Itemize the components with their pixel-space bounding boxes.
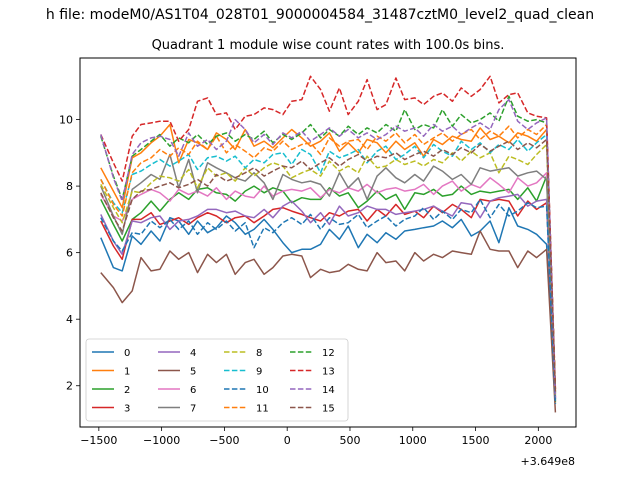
legend-box <box>85 338 349 422</box>
series-line-9 <box>100 133 557 395</box>
y-tick-label: 2 <box>66 380 73 393</box>
legend-label-9: 9 <box>256 367 262 378</box>
y-tick-label: 4 <box>66 313 73 326</box>
series-line-11 <box>100 123 557 391</box>
legend-label-3: 3 <box>124 404 130 415</box>
x-tick-label: 2000 <box>524 434 552 447</box>
legend-label-15: 15 <box>322 404 335 415</box>
chart-title: Quadrant 1 module wise count rates with … <box>152 38 505 53</box>
y-tick-label: 10 <box>59 114 73 127</box>
legend-label-5: 5 <box>190 367 196 378</box>
series-line-12 <box>100 95 557 391</box>
legend-label-14: 14 <box>322 385 335 396</box>
x-axis-offset-label: +3.649e8 <box>521 455 575 468</box>
x-tick-label: −1500 <box>80 434 117 447</box>
series-line-1 <box>100 123 557 393</box>
series-line-4 <box>100 193 557 396</box>
series-line-10 <box>100 198 557 405</box>
series-line-13 <box>100 75 557 390</box>
legend-label-1: 1 <box>124 367 130 378</box>
y-tick-label: 8 <box>66 180 73 193</box>
plot-area-frame <box>79 57 577 428</box>
series-line-2 <box>100 175 557 403</box>
x-tick-label: 1000 <box>399 434 427 447</box>
x-tick-label: 0 <box>284 434 291 447</box>
series-layer <box>100 75 557 413</box>
series-line-8 <box>100 143 557 395</box>
legend-label-13: 13 <box>322 367 335 378</box>
series-line-6 <box>100 172 557 400</box>
series-line-15 <box>100 138 557 393</box>
legend-label-8: 8 <box>256 348 262 359</box>
x-tick-label: −1000 <box>143 434 180 447</box>
legend-label-12: 12 <box>322 348 335 359</box>
x-tick-label: −500 <box>209 434 239 447</box>
series-line-14 <box>100 98 557 398</box>
y-tick-label: 6 <box>66 247 73 260</box>
legend-label-6: 6 <box>190 385 196 396</box>
legend-label-4: 4 <box>190 348 196 359</box>
series-line-3 <box>100 198 557 398</box>
series-line-5 <box>100 230 557 413</box>
x-tick-label: 1500 <box>462 434 490 447</box>
legend-label-2: 2 <box>124 385 130 396</box>
legend-label-10: 10 <box>256 385 269 396</box>
legend-label-7: 7 <box>190 404 196 415</box>
legend-label-11: 11 <box>256 404 269 415</box>
legend-label-0: 0 <box>124 348 130 359</box>
x-tick-label: 500 <box>339 434 360 447</box>
chart-suptitle: h file: modeM0/AS1T04_028T01_9000004584_… <box>46 7 594 23</box>
